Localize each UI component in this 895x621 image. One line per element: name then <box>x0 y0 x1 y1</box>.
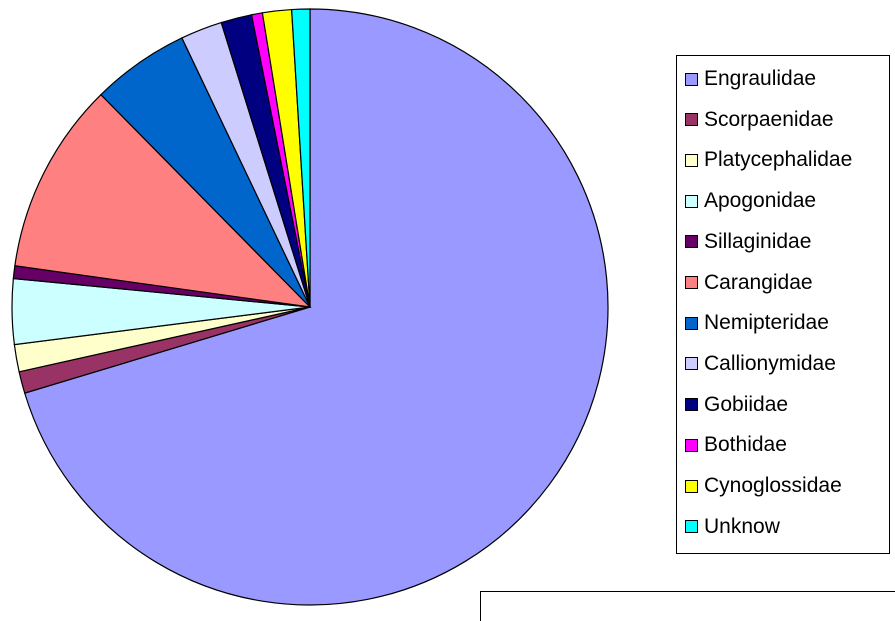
legend-swatch <box>685 276 698 289</box>
legend-item-nemipteridae: Nemipteridae <box>685 308 829 338</box>
legend-item-callionymidae: Callionymidae <box>685 349 836 379</box>
legend-swatch <box>685 317 698 330</box>
legend-label: Nemipteridae <box>704 311 829 335</box>
legend-label: Scorpaenidae <box>704 108 834 132</box>
legend-label: Callionymidae <box>704 352 836 376</box>
legend-item-bothidae: Bothidae <box>685 430 787 460</box>
legend-label: Unknow <box>704 515 780 539</box>
legend-item-engraulidae: Engraulidae <box>685 64 816 94</box>
legend-label: Cynoglossidae <box>704 474 842 498</box>
legend-swatch <box>685 480 698 493</box>
legend-item-platycephalidae: Platycephalidae <box>685 145 852 175</box>
legend-item-unknow: Unknow <box>685 512 780 542</box>
legend-swatch <box>685 520 698 533</box>
legend-swatch <box>685 235 698 248</box>
legend-swatch <box>685 73 698 86</box>
legend-swatch <box>685 357 698 370</box>
legend-item-gobiidae: Gobiidae <box>685 390 788 420</box>
legend-item-apogonidae: Apogonidae <box>685 186 816 216</box>
bottom-frame <box>480 591 895 621</box>
legend-label: Carangidae <box>704 271 813 295</box>
legend-swatch <box>685 113 698 126</box>
legend-item-carangidae: Carangidae <box>685 268 813 298</box>
legend-label: Sillaginidae <box>704 230 811 254</box>
legend-swatch <box>685 154 698 167</box>
legend-label: Gobiidae <box>704 393 788 417</box>
legend: Engraulidae Scorpaenidae Platycephalidae Ap… <box>676 55 890 554</box>
legend-label: Bothidae <box>704 433 787 457</box>
legend-label: Apogonidae <box>704 189 816 213</box>
legend-label: Platycephalidae <box>704 148 852 172</box>
legend-label: Engraulidae <box>704 67 816 91</box>
legend-swatch <box>685 398 698 411</box>
legend-item-cynoglossidae: Cynoglossidae <box>685 471 842 501</box>
legend-swatch <box>685 439 698 452</box>
legend-item-scorpaenidae: Scorpaenidae <box>685 105 834 135</box>
legend-swatch <box>685 195 698 208</box>
legend-item-sillaginidae: Sillaginidae <box>685 227 811 257</box>
